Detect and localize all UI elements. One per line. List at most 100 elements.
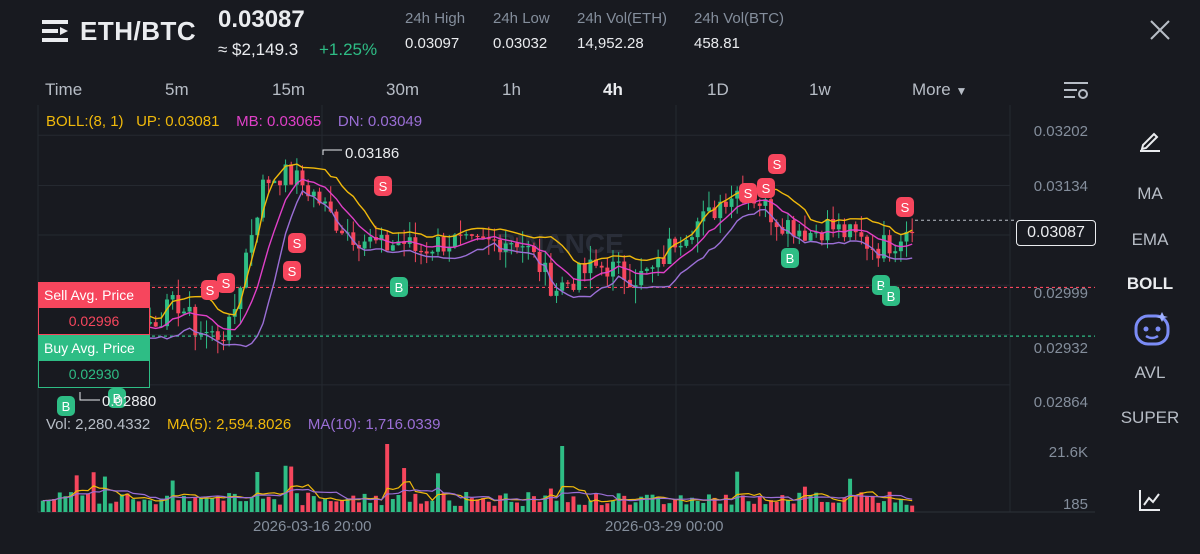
buy-marker-label: B	[887, 289, 896, 304]
candle-body	[554, 290, 559, 296]
indicator-ma[interactable]: MA	[1137, 184, 1163, 203]
candle-body	[430, 251, 435, 254]
candle-body	[210, 331, 215, 333]
sell-marker-0: S	[201, 280, 219, 300]
sell-marker-bg	[739, 183, 757, 203]
volume-bar	[554, 500, 559, 512]
tab-1w[interactable]: 1w	[809, 80, 831, 99]
candle-body	[661, 257, 666, 265]
chart-type-icon[interactable]	[1138, 488, 1162, 512]
sell-marker-label: S	[222, 276, 231, 291]
candle-body	[797, 230, 802, 237]
candle-body	[639, 270, 644, 286]
indicator-ema[interactable]: EMA	[1131, 230, 1169, 249]
buy-avg-box[interactable]: Buy Avg. Price 0.02930	[38, 335, 150, 388]
candle-body	[893, 251, 898, 254]
volume-bar	[836, 502, 841, 512]
sell-marker-2: S	[283, 261, 301, 281]
sell-marker-label: S	[773, 157, 782, 172]
indicator-super[interactable]: SUPER	[1120, 408, 1180, 427]
volume-bar	[481, 498, 486, 512]
volume-bar	[588, 500, 593, 512]
volume-bar	[571, 496, 576, 512]
chart-grid	[37, 105, 1095, 513]
tab-1d[interactable]: 1D	[707, 80, 729, 99]
volume-bar	[752, 503, 757, 512]
volume-bar	[80, 495, 85, 512]
volume-bar	[819, 501, 824, 512]
candle-body	[498, 239, 503, 252]
candle-body	[215, 331, 220, 340]
volume-bar	[644, 494, 649, 512]
candle-body	[769, 199, 774, 223]
candle-body	[735, 190, 740, 199]
volume-bar	[667, 503, 672, 512]
candle-body	[690, 237, 694, 240]
volume-bar	[611, 501, 615, 512]
volume-bar	[97, 503, 102, 512]
volume-bar	[396, 494, 401, 512]
close-icon[interactable]	[1148, 18, 1172, 42]
candle-body	[706, 207, 711, 212]
pair-title[interactable]: ETH/BTC	[80, 16, 197, 46]
price-change: +1.25%	[319, 40, 378, 59]
tab-30m[interactable]: 30m	[386, 80, 420, 99]
tab-more[interactable]: More ▼	[912, 80, 967, 100]
low-marker: 0.02880	[102, 393, 156, 410]
draw-pencil-icon[interactable]	[1138, 128, 1162, 152]
volume-bar	[537, 501, 542, 512]
indicator-avl[interactable]: AVL	[1134, 363, 1166, 382]
stat-label-high: 24h High	[405, 10, 466, 27]
candle-body	[238, 287, 243, 310]
buy-marker-bg	[781, 248, 799, 268]
volume-bar	[108, 503, 113, 512]
candle-body	[503, 243, 508, 252]
candle-body	[311, 191, 316, 197]
sell-marker-label: S	[744, 186, 753, 201]
volume-bar	[599, 505, 604, 512]
volume-bar	[232, 493, 237, 512]
chart-settings-icon[interactable]	[1063, 80, 1089, 100]
volume-bar	[605, 503, 610, 512]
volume-bar	[215, 495, 220, 512]
candle-body	[622, 261, 627, 280]
candle-body	[865, 236, 869, 249]
sell-avg-label: Sell Avg. Price	[38, 282, 150, 308]
volume-bar	[227, 493, 232, 512]
tab-1h[interactable]: 1h	[502, 80, 521, 99]
date-label-1: 2026-03-29 00:00	[605, 518, 724, 535]
volume-bar	[780, 495, 785, 512]
volume-bar	[187, 501, 192, 512]
vol-ma5-value: MA(5): 2,594.8026	[166, 416, 292, 433]
stat-label-vol-btc: 24h Vol(BTC)	[694, 10, 785, 27]
menu-icon[interactable]	[42, 18, 68, 44]
candle-body	[825, 219, 830, 241]
volume-bar	[763, 504, 768, 512]
volume-bar	[887, 491, 892, 512]
buy-avg-label: Buy Avg. Price	[38, 335, 150, 361]
candle-body	[419, 250, 424, 253]
ai-assistant-icon[interactable]	[1130, 308, 1174, 352]
sell-avg-box[interactable]: Sell Avg. Price 0.02996	[38, 282, 150, 335]
volume-bar	[509, 501, 514, 512]
volume-bar	[452, 505, 457, 512]
candle-body	[887, 235, 892, 254]
candle-body	[486, 238, 491, 240]
volume-bar	[774, 501, 779, 512]
candle-body	[786, 220, 790, 234]
candle-body	[791, 220, 796, 237]
indicator-boll[interactable]: BOLL	[1126, 274, 1174, 293]
candle-body	[701, 211, 706, 222]
tab-15m[interactable]: 15m	[272, 80, 306, 99]
tab-4h[interactable]: 4h	[603, 80, 623, 99]
volume-bar	[334, 501, 339, 512]
sell-marker-label: S	[762, 181, 771, 196]
price-tick-3: 0.02999	[1033, 285, 1088, 302]
candle-body	[712, 207, 717, 219]
candle-body	[272, 180, 277, 184]
tab-5m[interactable]: 5m	[165, 80, 189, 99]
volume-bar	[565, 502, 570, 512]
tab-time[interactable]: Time	[45, 80, 83, 99]
